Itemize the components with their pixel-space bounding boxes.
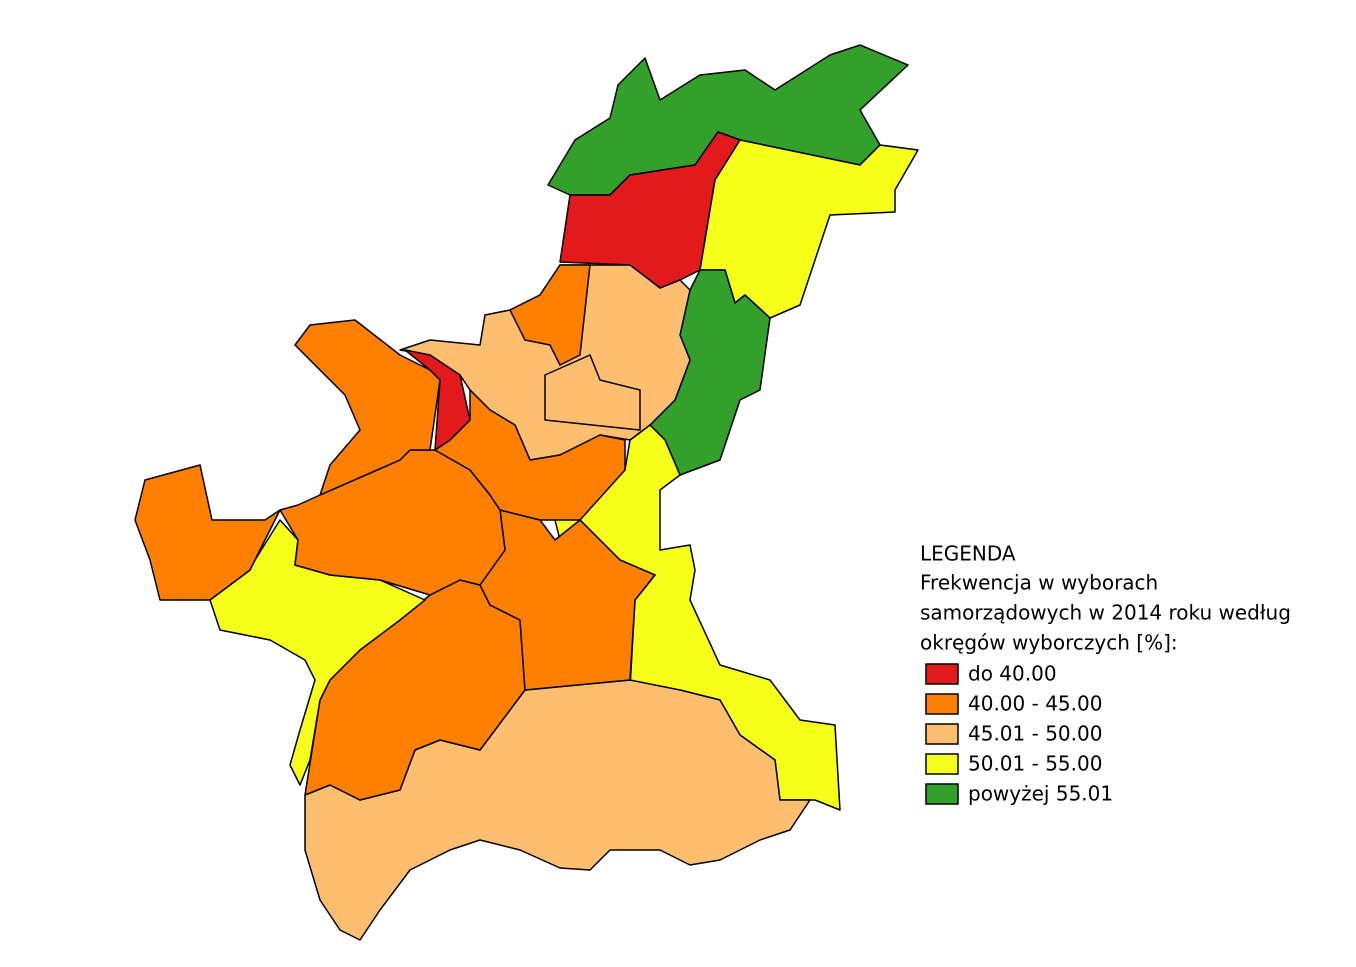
legend-label: do 40.00	[968, 662, 1057, 686]
district	[699, 139, 919, 319]
district	[134, 464, 281, 601]
district	[404, 349, 471, 451]
legend-swatch	[925, 783, 959, 805]
legend-description: samorządowych w 2014 roku według	[920, 601, 1291, 625]
legend-title: LEGENDA	[920, 542, 1016, 566]
legend-label: 45.01 - 50.00	[968, 722, 1102, 746]
district	[294, 319, 441, 496]
district	[509, 264, 591, 366]
district	[544, 354, 641, 431]
legend-swatch	[925, 693, 959, 715]
legend-label: 40.00 - 45.00	[968, 692, 1102, 716]
legend: LEGENDA Frekwencja w wyborach samorządow…	[920, 542, 1291, 806]
legend-label: powyżej 55.01	[968, 782, 1113, 806]
legend-swatch	[925, 753, 959, 775]
legend-swatch	[925, 723, 959, 745]
legend-description: okręgów wyborczych [%]:	[920, 631, 1178, 655]
legend-label: 50.01 - 55.00	[968, 752, 1102, 776]
districts	[134, 44, 919, 941]
legend-swatch	[925, 663, 959, 685]
legend-description: Frekwencja w wyborach	[920, 571, 1158, 595]
